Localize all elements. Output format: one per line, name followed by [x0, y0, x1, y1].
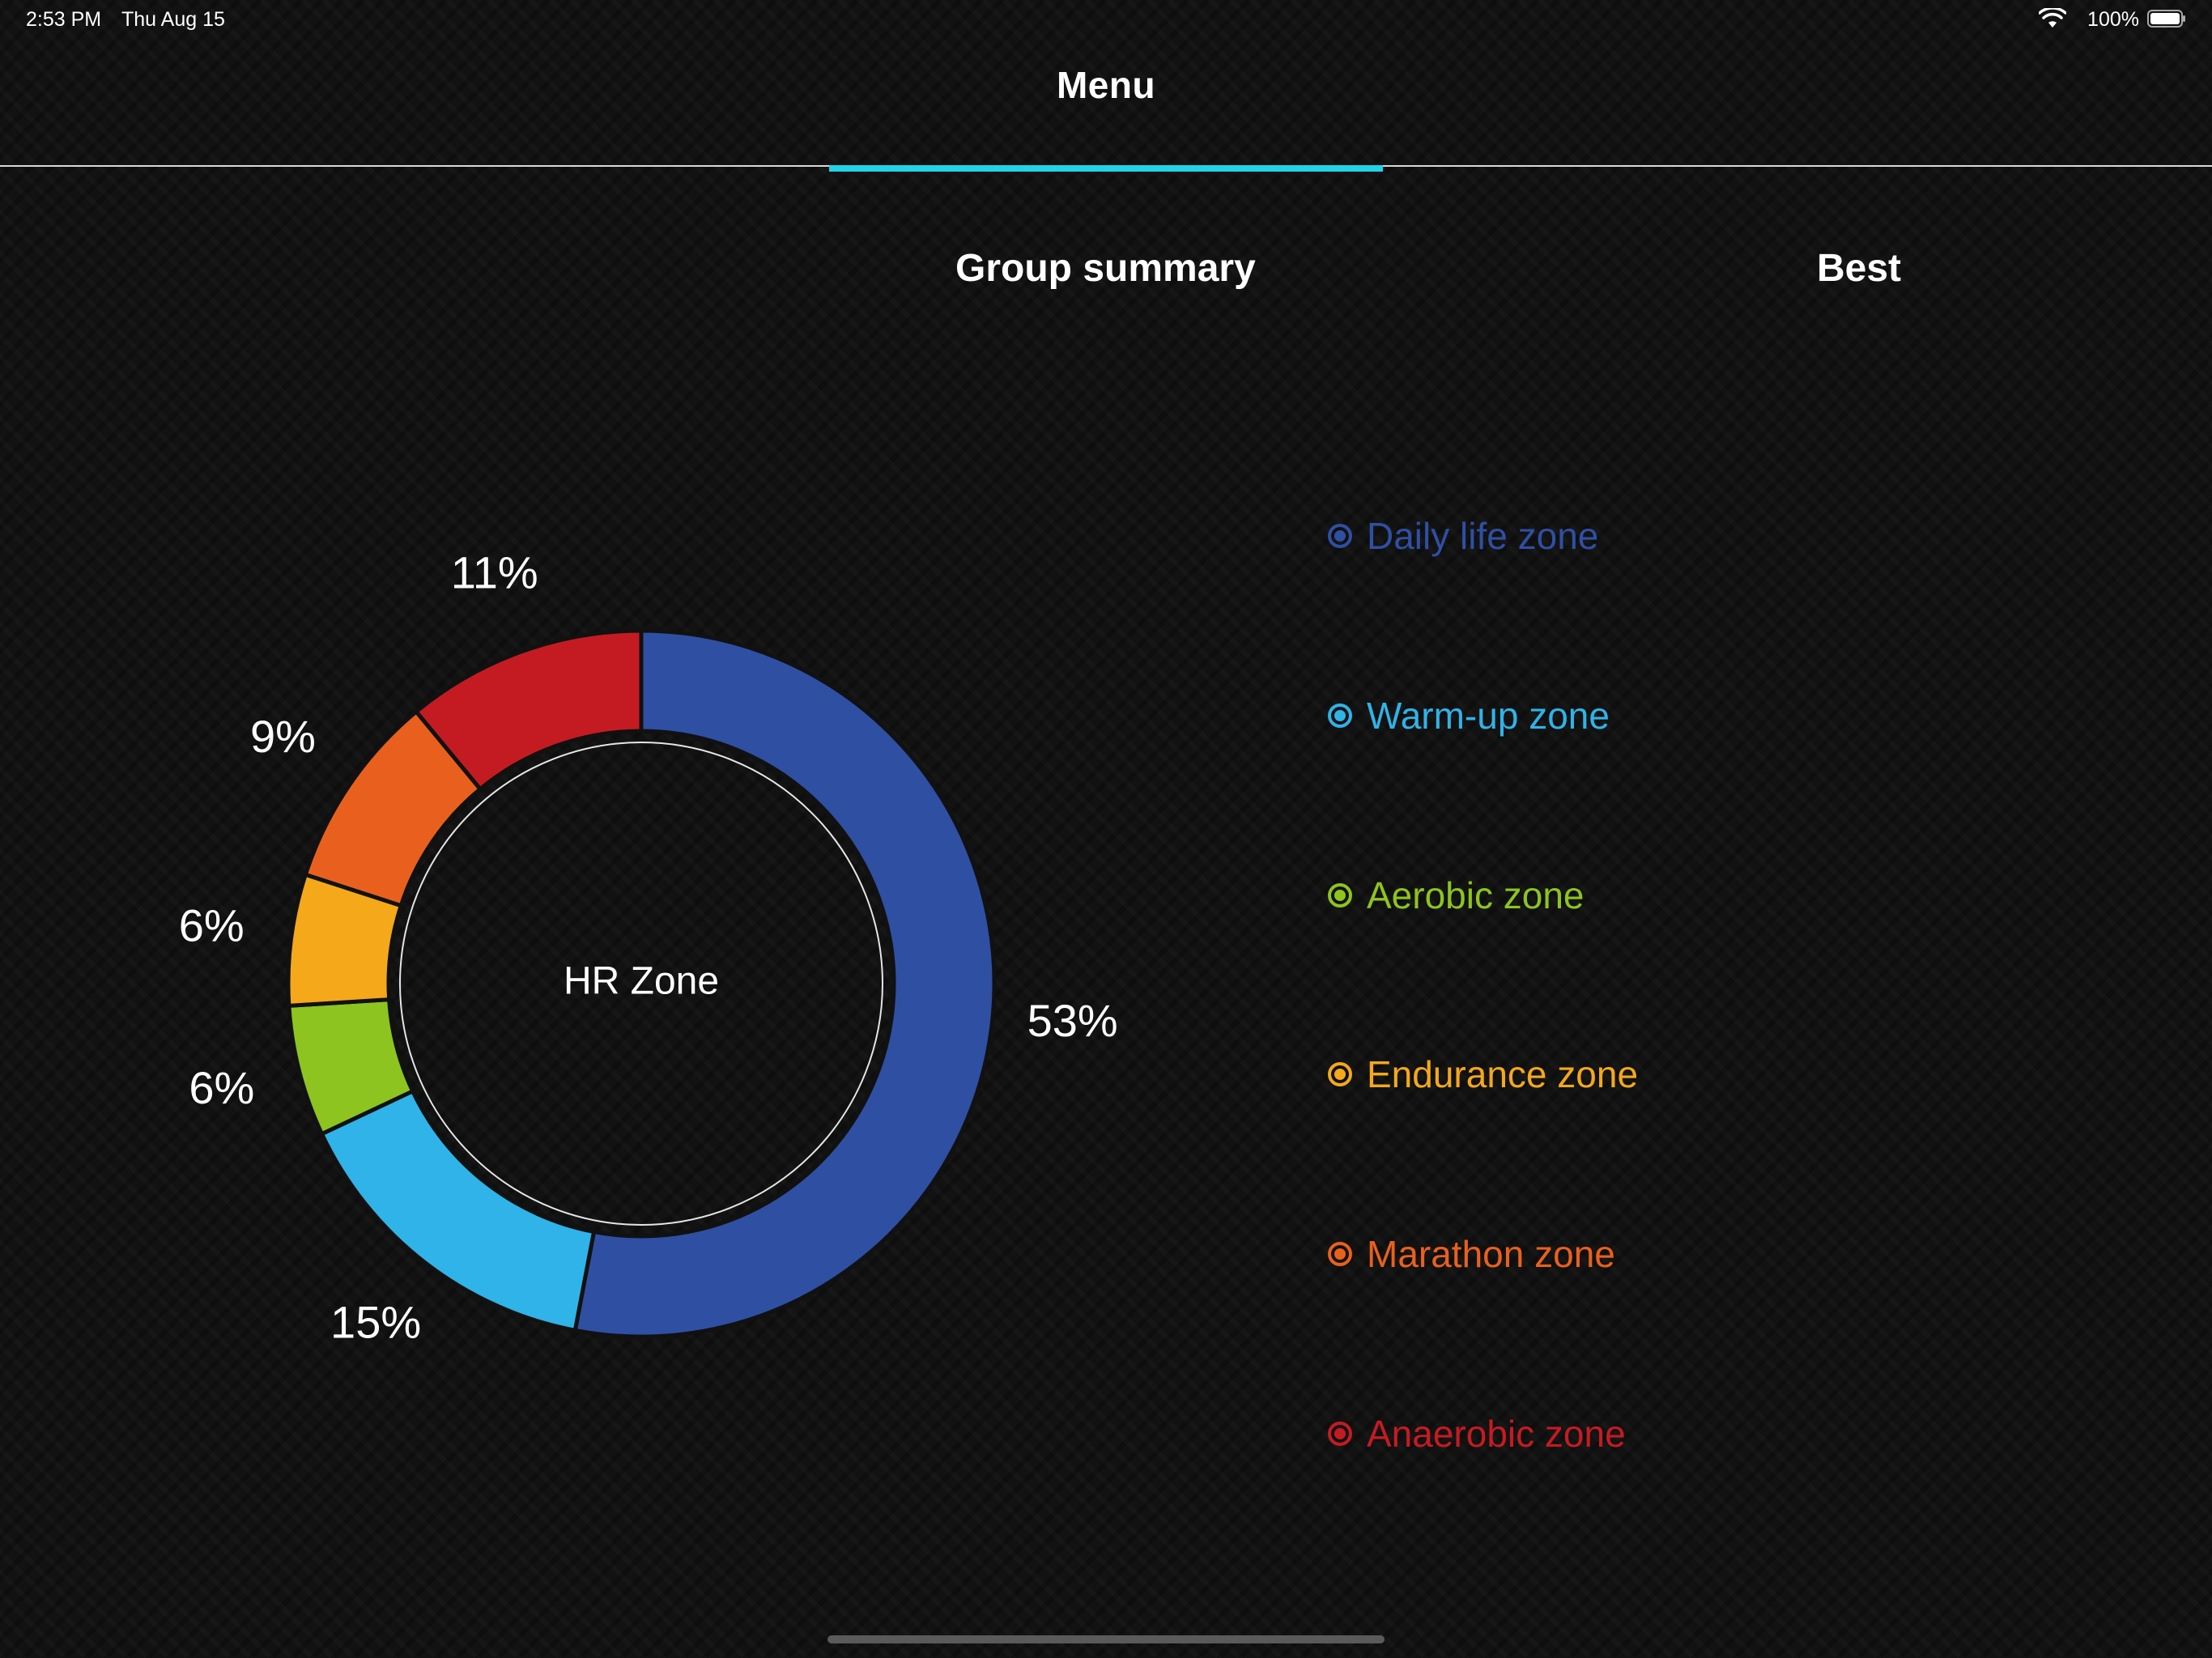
legend-label: Daily life zone [1367, 515, 1599, 557]
status-bar: 2:53 PM Thu Aug 15 100% [0, 0, 2212, 39]
donut-slice-endurance-zone [286, 872, 404, 1009]
menu-button[interactable]: Menu [1056, 64, 1156, 106]
tab-best[interactable]: Best [1817, 247, 1902, 290]
legend-dot-icon [1328, 524, 1352, 548]
legend-dot-icon [1328, 704, 1352, 728]
battery-percentage: 100% [2087, 8, 2139, 31]
status-time: 2:53 PM [26, 8, 102, 31]
donut-slice-marathon-zone [303, 708, 483, 908]
donut-inner-ring [399, 742, 883, 1226]
legend-item: Marathon zone [1328, 1232, 1615, 1276]
nav-active-indicator [829, 165, 1383, 172]
donut-slice-warm-up-zone [319, 1088, 597, 1333]
legend-item: Endurance zone [1328, 1052, 1638, 1096]
legend-item: Anaerobic zone [1328, 1412, 1626, 1456]
legend-label: Anaerobic zone [1367, 1413, 1626, 1455]
legend-label: Aerobic zone [1367, 874, 1585, 916]
donut-slice-aerobic-zone [287, 997, 416, 1137]
legend-dot-icon [1328, 1422, 1352, 1446]
legend-item: Aerobic zone [1328, 874, 1585, 917]
legend-item: Daily life zone [1328, 514, 1598, 558]
legend-item: Warm-up zone [1328, 694, 1610, 738]
legend-label: Warm-up zone [1367, 695, 1610, 737]
slice-value-label: 11% [451, 546, 538, 597]
wifi-icon [2039, 8, 2066, 28]
donut-slice-daily-life-zone [572, 628, 997, 1339]
home-indicator[interactable] [827, 1635, 1385, 1643]
legend-dot-icon [1328, 1242, 1352, 1266]
donut-slice-anaerobic-zone [413, 628, 644, 793]
legend-dot-icon [1328, 1062, 1352, 1086]
slice-value-label: 6% [179, 900, 245, 951]
slice-value-label: 15% [330, 1297, 421, 1348]
slice-value-label: 53% [1027, 995, 1118, 1046]
legend-label: Marathon zone [1367, 1233, 1615, 1275]
legend-dot-icon [1328, 883, 1352, 908]
slice-value-label: 6% [189, 1062, 254, 1113]
tab-group-summary[interactable]: Group summary [955, 247, 1256, 290]
legend-label: Endurance zone [1367, 1053, 1639, 1095]
donut-center-label: HR Zone [564, 960, 719, 1003]
status-date: Thu Aug 15 [121, 8, 225, 31]
slice-value-label: 9% [250, 711, 316, 762]
battery-icon [2147, 10, 2185, 28]
